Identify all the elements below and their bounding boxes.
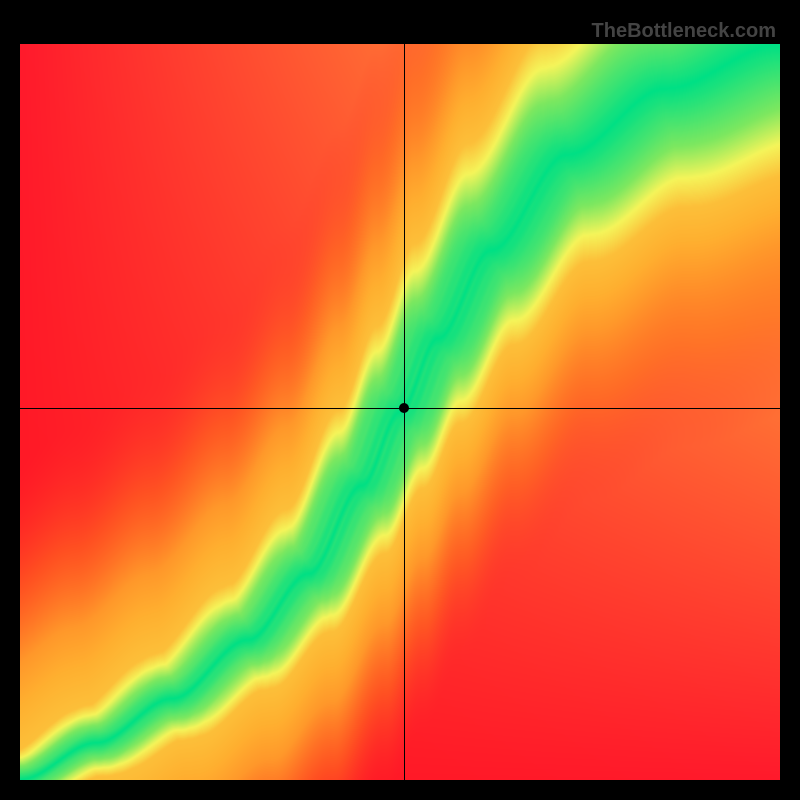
marker-dot: [399, 403, 409, 413]
heatmap-plot: [20, 44, 780, 780]
chart-frame: TheBottleneck.com: [20, 20, 780, 780]
watermark-text: TheBottleneck.com: [592, 20, 776, 43]
